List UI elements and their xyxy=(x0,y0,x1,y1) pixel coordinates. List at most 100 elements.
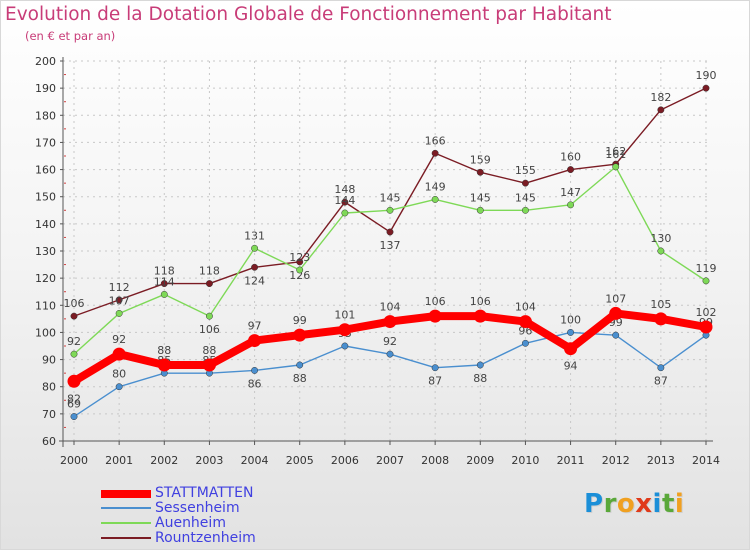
legend-swatch xyxy=(101,490,151,498)
legend-label: STATTMATTEN xyxy=(155,485,254,501)
data-label-rountzenheim: 182 xyxy=(650,91,671,104)
data-label-stattmatten: 102 xyxy=(696,306,717,319)
data-label-auenheim: 106 xyxy=(199,323,220,336)
data-point-auenheim xyxy=(702,277,710,285)
data-label-sessenheim: 88 xyxy=(293,372,307,385)
data-label-sessenheim: 92 xyxy=(383,335,397,348)
y-tick-label: 80 xyxy=(42,381,56,394)
data-point-sessenheim xyxy=(657,364,665,372)
data-point-stattmatten xyxy=(654,312,668,326)
data-point-auenheim xyxy=(251,244,259,252)
data-point-rountzenheim xyxy=(205,280,213,288)
data-point-rountzenheim xyxy=(521,179,529,187)
data-label-sessenheim: 80 xyxy=(112,368,126,381)
data-label-sessenheim: 100 xyxy=(560,313,581,326)
x-tick-label: 2007 xyxy=(376,454,404,467)
logo-letter: x xyxy=(635,489,653,519)
data-label-stattmatten: 97 xyxy=(248,320,262,333)
data-point-rountzenheim xyxy=(341,198,349,206)
data-label-sessenheim: 87 xyxy=(428,375,442,388)
data-point-sessenheim xyxy=(251,366,259,374)
logo-letter: r xyxy=(603,489,617,519)
data-point-stattmatten xyxy=(428,309,442,323)
y-tick-label: 120 xyxy=(35,272,56,285)
data-label-auenheim: 149 xyxy=(425,180,446,193)
legend-swatch xyxy=(101,507,151,509)
data-label-rountzenheim: 166 xyxy=(425,134,446,147)
data-label-auenheim: 130 xyxy=(650,232,671,245)
data-label-stattmatten: 105 xyxy=(650,298,671,311)
x-tick-label: 2004 xyxy=(241,454,269,467)
data-point-auenheim xyxy=(567,201,575,209)
data-point-rountzenheim xyxy=(70,312,78,320)
x-tick-label: 2010 xyxy=(511,454,539,467)
data-label-rountzenheim: 118 xyxy=(154,265,175,278)
data-label-rountzenheim: 160 xyxy=(560,151,581,164)
logo-letter: i xyxy=(652,489,662,519)
y-tick-label: 140 xyxy=(35,218,56,231)
data-label-rountzenheim: 124 xyxy=(244,274,265,287)
data-point-stattmatten xyxy=(67,374,81,388)
data-point-sessenheim xyxy=(612,331,620,339)
data-label-auenheim: 145 xyxy=(380,191,401,204)
data-label-stattmatten: 107 xyxy=(605,292,626,305)
data-label-stattmatten: 92 xyxy=(112,333,126,346)
data-label-rountzenheim: 162 xyxy=(605,145,626,158)
y-tick-label: 190 xyxy=(35,82,56,95)
data-label-auenheim: 114 xyxy=(154,275,175,288)
x-tick-label: 2008 xyxy=(421,454,449,467)
y-tick-label: 160 xyxy=(35,164,56,177)
data-point-stattmatten xyxy=(338,323,352,337)
data-point-sessenheim xyxy=(70,413,78,421)
data-point-auenheim xyxy=(657,247,665,255)
data-label-rountzenheim: 118 xyxy=(199,265,220,278)
data-point-stattmatten xyxy=(112,347,126,361)
y-tick-label: 100 xyxy=(35,326,56,339)
data-point-rountzenheim xyxy=(386,228,394,236)
data-point-auenheim xyxy=(386,206,394,214)
data-point-sessenheim xyxy=(567,328,575,336)
data-point-rountzenheim xyxy=(702,84,710,92)
logo-letter: o xyxy=(616,489,636,519)
data-label-auenheim: 147 xyxy=(560,186,581,199)
data-label-sessenheim: 87 xyxy=(654,375,668,388)
x-tick-label: 2006 xyxy=(331,454,359,467)
data-label-rountzenheim: 155 xyxy=(515,164,536,177)
data-label-auenheim: 145 xyxy=(515,191,536,204)
chart-subtitle: (en € et par an) xyxy=(25,29,116,43)
data-point-rountzenheim xyxy=(115,296,123,304)
data-label-sessenheim: 69 xyxy=(67,398,81,411)
y-tick-label: 70 xyxy=(42,408,56,421)
data-label-stattmatten: 101 xyxy=(334,309,355,322)
data-label-auenheim: 119 xyxy=(696,262,717,275)
x-tick-label: 2000 xyxy=(60,454,88,467)
data-label-stattmatten: 88 xyxy=(202,344,216,357)
y-tick-label: 110 xyxy=(35,299,56,312)
data-point-sessenheim xyxy=(115,383,123,391)
data-point-auenheim xyxy=(115,309,123,317)
data-point-sessenheim xyxy=(296,361,304,369)
data-point-stattmatten xyxy=(699,320,713,334)
legend-swatch xyxy=(101,537,151,539)
data-point-stattmatten xyxy=(248,334,262,348)
data-point-stattmatten xyxy=(564,342,578,356)
legend-swatch xyxy=(101,522,151,524)
data-point-rountzenheim xyxy=(567,166,575,174)
x-tick-label: 2009 xyxy=(466,454,494,467)
data-label-rountzenheim: 106 xyxy=(64,297,85,310)
y-tick-label: 150 xyxy=(35,191,56,204)
y-tick-label: 130 xyxy=(35,245,56,258)
data-label-stattmatten: 99 xyxy=(293,314,307,327)
proxiti-logo: Proxiti xyxy=(584,489,684,519)
data-point-stattmatten xyxy=(383,315,397,329)
data-point-auenheim xyxy=(341,209,349,217)
data-point-rountzenheim xyxy=(160,280,168,288)
x-tick-label: 2012 xyxy=(602,454,630,467)
logo-letter: P xyxy=(584,489,604,519)
data-label-auenheim: 123 xyxy=(289,251,310,264)
x-tick-label: 2011 xyxy=(557,454,585,467)
y-tick-label: 170 xyxy=(35,136,56,149)
data-label-rountzenheim: 190 xyxy=(696,69,717,82)
x-tick-label: 2001 xyxy=(105,454,133,467)
